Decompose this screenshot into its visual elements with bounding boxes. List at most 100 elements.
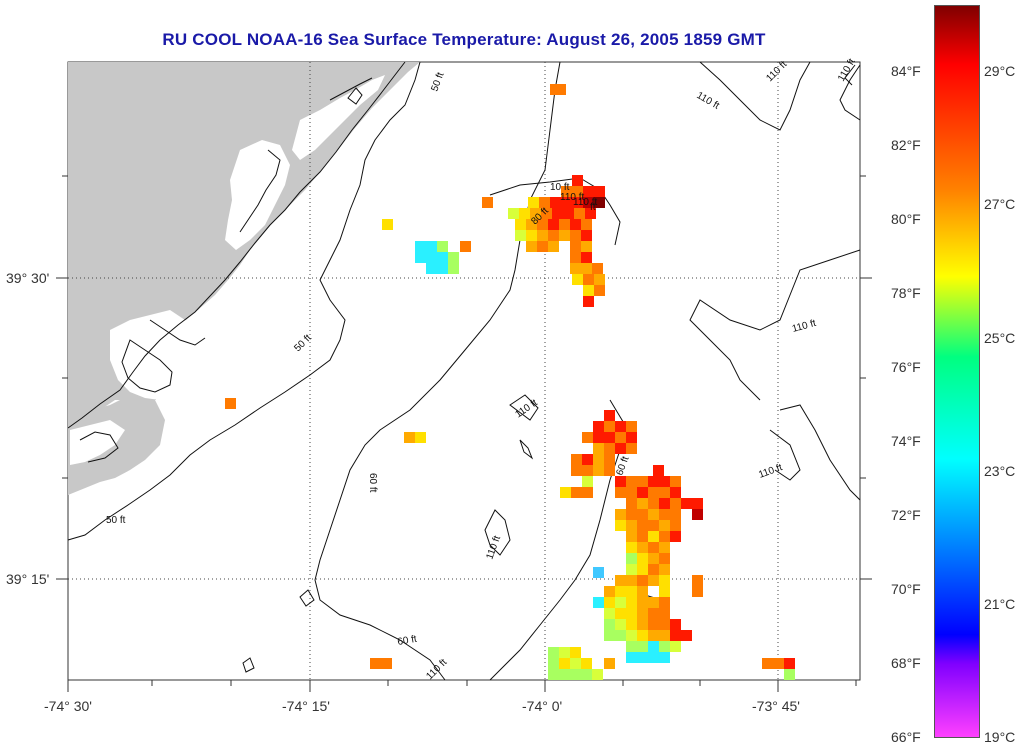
fahrenheit-label: 78°F (891, 285, 921, 301)
sst-pixel (648, 619, 659, 630)
sst-pixel (593, 421, 604, 432)
sst-pixel (648, 531, 659, 542)
fahrenheit-label: 66°F (891, 729, 921, 745)
sst-pixel (583, 285, 594, 296)
contour-label: 110 ft (560, 192, 584, 203)
sst-pixel (670, 641, 681, 652)
sst-pixel (548, 241, 559, 252)
sst-pixel (559, 647, 570, 658)
sst-pixel (637, 641, 648, 652)
sst-pixel (681, 630, 692, 641)
sst-pixel (572, 274, 583, 285)
sst-pixel (615, 597, 626, 608)
sst-pixel (626, 608, 637, 619)
sst-pixel (604, 443, 615, 454)
sst-pixel (670, 619, 681, 630)
fahrenheit-label: 76°F (891, 359, 921, 375)
sst-pixel (593, 597, 604, 608)
sst-pixel (773, 658, 784, 669)
sst-pixel (659, 476, 670, 487)
sst-pixel (582, 432, 593, 443)
sst-pixel (482, 197, 493, 208)
sst-pixel (585, 208, 596, 219)
sst-pixel (604, 432, 615, 443)
sst-pixel (604, 597, 615, 608)
temperature-colorbar (934, 5, 980, 738)
sst-pixel (637, 520, 648, 531)
sst-pixel (381, 658, 392, 669)
sst-pixel (548, 647, 559, 658)
sst-pixel (415, 241, 426, 252)
sst-pixels (225, 84, 795, 680)
sst-pixel (448, 263, 459, 274)
sst-pixel (637, 597, 648, 608)
fahrenheit-label: 74°F (891, 433, 921, 449)
fahrenheit-label: 70°F (891, 581, 921, 597)
sst-pixel (784, 669, 795, 680)
sst-pixel (670, 520, 681, 531)
x-tick-label: -74° 30' (44, 698, 92, 714)
sst-pixel (592, 263, 603, 274)
sst-pixel (653, 465, 664, 476)
sst-pixel (415, 252, 426, 263)
sst-pixel (626, 443, 637, 454)
fahrenheit-label: 84°F (891, 63, 921, 79)
sst-pixel (583, 274, 594, 285)
sst-pixel (581, 230, 592, 241)
sst-pixel (615, 487, 626, 498)
sst-pixel (637, 542, 648, 553)
sst-pixel (593, 465, 604, 476)
sst-pixel (637, 531, 648, 542)
sst-pixel (626, 421, 637, 432)
sst-pixel (570, 241, 581, 252)
sst-pixel (572, 197, 583, 208)
sst-pixel (648, 630, 659, 641)
sst-pixel (626, 630, 637, 641)
sst-pixel (559, 658, 570, 669)
contour-label: 10 ft (550, 182, 570, 193)
sst-pixel (583, 197, 594, 208)
sst-pixel (648, 608, 659, 619)
sst-pixel (681, 498, 692, 509)
sst-pixel (415, 432, 426, 443)
sst-pixel (570, 230, 581, 241)
sst-pixel (582, 454, 593, 465)
sst-pixel (648, 641, 659, 652)
sst-pixel (648, 553, 659, 564)
sst-pixel (659, 509, 670, 520)
sst-pixel (404, 432, 415, 443)
sst-pixel (526, 230, 537, 241)
sst-pixel (626, 553, 637, 564)
sst-pixel (692, 575, 703, 586)
sst-pixel (559, 230, 570, 241)
sst-pixel (604, 454, 615, 465)
sst-pixel (659, 575, 670, 586)
sst-pixel (548, 230, 559, 241)
sst-pixel (560, 487, 571, 498)
sst-pixel (515, 230, 526, 241)
sst-pixel (571, 465, 582, 476)
sst-pixel (526, 241, 537, 252)
sst-pixel (659, 652, 670, 663)
sst-pixel (637, 652, 648, 663)
grid-lines (68, 62, 860, 680)
sst-pixel (626, 619, 637, 630)
x-tick-label: -73° 45' (752, 698, 800, 714)
sst-pixel (692, 586, 703, 597)
sst-pixel (659, 498, 670, 509)
sst-pixel (615, 443, 626, 454)
sst-pixel (537, 230, 548, 241)
sst-pixel (670, 498, 681, 509)
sst-pixel (570, 647, 581, 658)
sst-pixel (539, 197, 550, 208)
sst-pixel (615, 432, 626, 443)
sst-pixel (659, 630, 670, 641)
sst-pixel (537, 219, 548, 230)
sst-pixel (659, 542, 670, 553)
sst-pixel (508, 208, 519, 219)
sst-pixel (615, 619, 626, 630)
sst-pixel (604, 410, 615, 421)
sst-pixel (582, 465, 593, 476)
sst-pixel (659, 586, 670, 597)
contour-label: 50 ft (106, 515, 126, 526)
